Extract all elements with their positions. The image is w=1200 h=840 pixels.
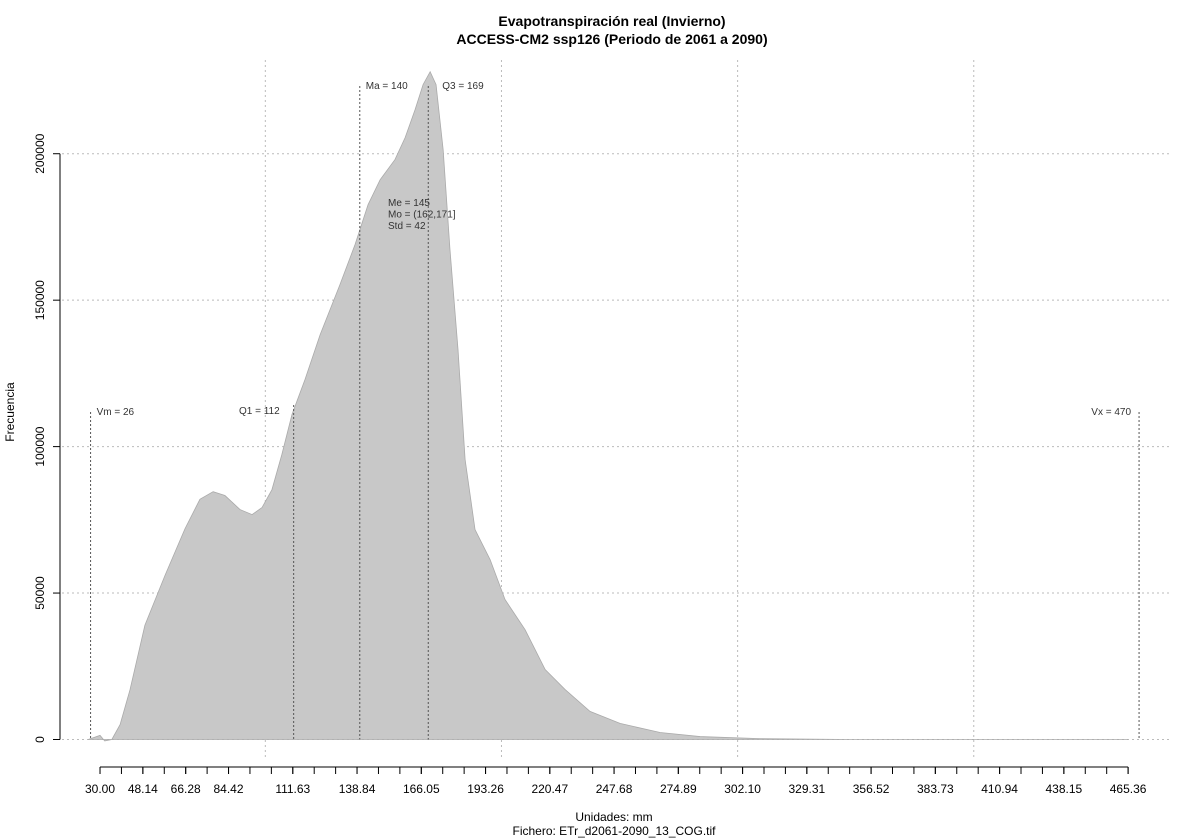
y-axis-label: Frecuencia [3, 382, 17, 442]
density-area [88, 70, 1129, 742]
chart-title: Evapotranspiración real (Invierno) [498, 13, 725, 29]
x-tick-label: 220.47 [531, 782, 568, 796]
x-tick-label: 138.84 [339, 782, 376, 796]
x-tick-label: 247.68 [596, 782, 633, 796]
marker-label: Vm = 26 [97, 407, 135, 418]
x-tick-label: 66.28 [171, 782, 201, 796]
x-tick-label: 166.05 [403, 782, 440, 796]
x-tick-label: 193.26 [467, 782, 504, 796]
stat-label: Std = 42 [388, 221, 426, 232]
x-tick-label: 410.94 [981, 782, 1018, 796]
x-tick-label: 48.14 [128, 782, 158, 796]
x-tick-label: 30.00 [85, 782, 115, 796]
x-tick-label: 438.15 [1046, 782, 1083, 796]
stat-label: Mo = (162,171] [388, 210, 456, 221]
x-tick-label: 274.89 [660, 782, 697, 796]
x-axis-label: Unidades: mm [575, 810, 652, 824]
caption: Fichero: ETr_d2061-2090_13_COG.tif [513, 824, 717, 838]
x-tick-label: 356.52 [853, 782, 890, 796]
marker-label: Q1 = 112 [239, 406, 280, 417]
y-tick-label: 150000 [33, 280, 47, 320]
chart-subtitle: ACCESS-CM2 ssp126 (Periodo de 2061 a 209… [456, 31, 767, 47]
marker-label: Q3 = 169 [442, 81, 484, 92]
y-tick-label: 100000 [33, 426, 47, 466]
x-tick-label: 111.63 [275, 782, 310, 796]
stat-label: Me = 145 [388, 198, 430, 209]
x-tick-label: 383.73 [917, 782, 954, 796]
x-tick-label: 302.10 [724, 782, 761, 796]
x-tick-label: 84.42 [214, 782, 244, 796]
y-tick-label: 0 [33, 736, 47, 743]
marker-label: Ma = 140 [366, 81, 408, 92]
marker-label: Vx = 470 [1091, 407, 1131, 418]
y-tick-label: 200000 [33, 133, 47, 173]
y-tick-label: 50000 [33, 576, 47, 610]
x-tick-label: 465.36 [1110, 782, 1147, 796]
x-tick-label: 329.31 [788, 782, 825, 796]
